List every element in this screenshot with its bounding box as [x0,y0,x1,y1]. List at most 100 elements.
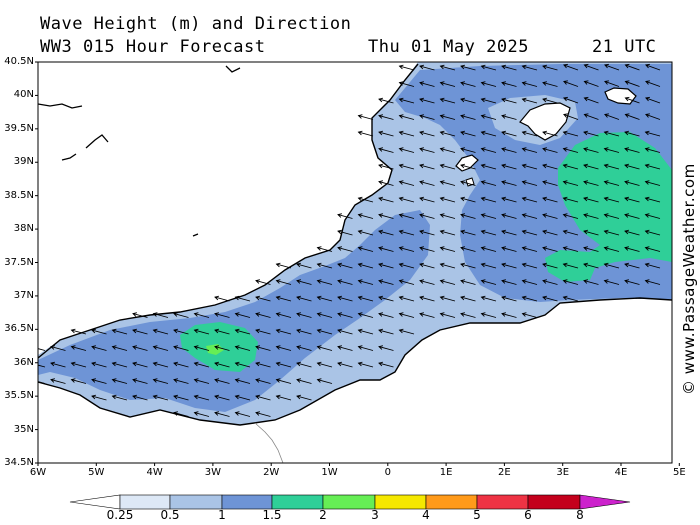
direction-arrow [460,246,476,252]
direction-arrow [419,279,435,285]
direction-arrow [214,295,230,302]
direction-arrow [255,411,271,417]
direction-arrow [398,279,415,285]
direction-arrow [521,130,538,137]
border-line [254,422,284,463]
direction-arrow [562,262,579,269]
direction-arrow [542,130,558,137]
colorbar-segment [221,494,273,510]
direction-arrow [91,345,107,351]
direction-arrow [419,312,435,318]
direction-arrow [255,312,271,318]
colorbar-segment [119,494,171,510]
direction-arrow [70,361,87,368]
direction-arrow [460,262,476,269]
direction-arrow [439,180,456,186]
direction-arrow [70,378,87,384]
direction-arrow [460,114,476,120]
direction-arrow [521,81,538,87]
colorbar-label: 1.5 [262,508,282,522]
direction-arrow [439,312,456,318]
island-formentera [465,177,475,187]
direction-arrow [644,130,661,137]
direction-arrow [132,345,148,351]
direction-arrow [214,312,230,318]
direction-arrow [398,130,415,137]
direction-arrow [480,97,497,104]
direction-arrow [480,130,497,137]
direction-arrow [501,147,517,153]
direction-arrow [501,180,517,186]
direction-arrow [337,312,353,318]
direction-arrow [603,213,620,219]
direction-arrow [255,378,271,384]
direction-arrow [563,96,579,104]
direction-arrow [501,81,517,87]
lat-label: 35N [13,423,34,435]
direction-arrow [542,295,558,302]
direction-arrow [439,213,456,219]
direction-arrow [624,96,640,104]
map-area [38,62,672,463]
direction-arrow [193,312,210,318]
lat-label: 36.5N [4,323,34,335]
forecast-subtitle: WW3 015 Hour Forecast [40,37,266,57]
direction-arrow [562,213,579,219]
direction-arrow [460,213,476,219]
direction-arrow [296,378,312,384]
direction-arrow [132,312,148,318]
direction-arrow [501,114,517,120]
direction-arrow [501,163,517,170]
direction-arrow [419,180,435,186]
direction-arrow [439,130,456,137]
direction-arrow [603,229,620,236]
direction-arrow [275,312,292,318]
direction-arrow [173,312,189,318]
colorbar [69,494,631,510]
direction-arrow [419,64,435,71]
direction-arrow [624,113,640,120]
direction-arrow [624,147,640,153]
direction-arrow [316,378,333,384]
direction-arrow [214,411,230,417]
direction-arrow [460,81,476,87]
direction-arrow [132,328,148,335]
direction-arrow [173,411,189,417]
direction-arrow [624,229,640,236]
direction-arrow [644,279,661,285]
direction-arrow [562,295,579,302]
direction-arrow [501,246,517,252]
direction-arrow [234,411,251,417]
direction-arrow [419,97,435,104]
direction-arrow [255,279,271,285]
direction-arrow [296,361,312,368]
direction-arrow [50,378,66,384]
direction-arrow [173,361,189,368]
africa-coastline [38,297,672,426]
direction-arrow [624,196,640,203]
direction-arrow [50,345,66,351]
direction-arrow [255,361,271,368]
direction-arrow [316,262,333,269]
direction-arrow [439,295,456,302]
direction-arrow [378,361,394,368]
direction-arrow [152,345,169,351]
lon-label: 1W [321,467,338,478]
direction-arrow [521,163,538,170]
direction-arrow [563,80,579,87]
direction-arrow [583,279,599,285]
direction-arrow [398,246,415,252]
lon-label: 2W [263,467,280,478]
direction-arrow [91,378,107,384]
colorbar-label: 2 [319,508,327,522]
direction-arrow [644,180,661,186]
direction-arrow [439,97,456,104]
axis-ticks [35,61,680,466]
lat-label: 37.5N [4,256,34,268]
direction-arrow [419,262,435,269]
direction-arrow [296,328,312,335]
direction-arrow [419,196,435,203]
direction-arrow [193,361,210,368]
direction-arrow [521,196,538,203]
direction-arrow [583,113,599,120]
